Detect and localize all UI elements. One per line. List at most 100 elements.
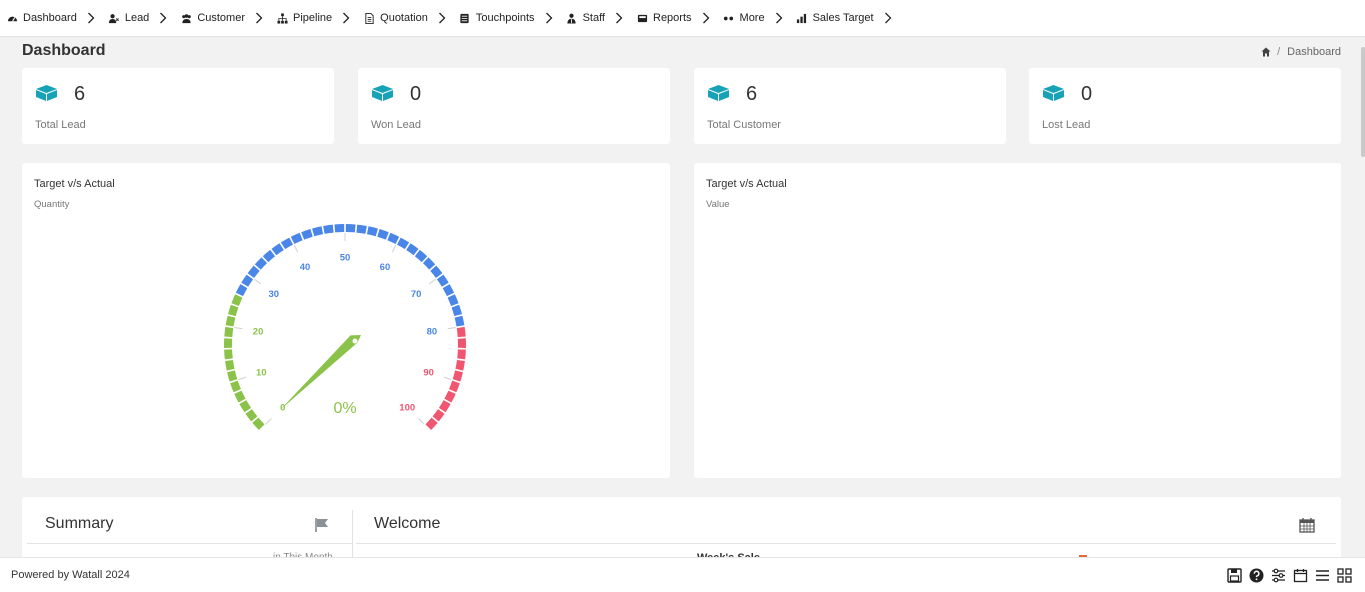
box-icon bbox=[708, 85, 729, 101]
nav-item-reports[interactable]: Reports bbox=[636, 0, 692, 37]
stat-card-total-customer[interactable]: 6 Total Customer bbox=[694, 68, 1006, 144]
grid-icon[interactable] bbox=[1336, 567, 1352, 583]
nav-item-label: Reports bbox=[653, 12, 692, 24]
panel-subtitle: Value bbox=[706, 199, 730, 210]
stat-card-lost-lead[interactable]: 0 Lost Lead bbox=[1029, 68, 1341, 144]
sliders-icon[interactable] bbox=[1270, 567, 1286, 583]
gauge-band-segment bbox=[224, 349, 233, 360]
nav-item-sales-target[interactable]: Sales Target bbox=[796, 0, 874, 37]
gauge-band-segment bbox=[312, 226, 324, 237]
chevron-right-icon[interactable] bbox=[255, 12, 265, 24]
gauge-tick-label: 50 bbox=[340, 253, 351, 264]
scrollbar-thumb[interactable] bbox=[1361, 47, 1365, 157]
gauge-band-segment bbox=[235, 284, 248, 297]
gauge-band-segment bbox=[447, 294, 459, 306]
gauge-tick bbox=[428, 278, 436, 285]
nav-item-dashboard[interactable]: Dashboard bbox=[6, 0, 77, 37]
panel-target-quantity: Target v/s Actual Quantity 0 10 20 30 40 50 60… bbox=[22, 163, 670, 478]
gauge-tick bbox=[391, 244, 397, 253]
nav-item-more[interactable]: More bbox=[723, 0, 765, 37]
nav-item-lead[interactable]: Lead bbox=[108, 0, 149, 37]
gauge-band-segment bbox=[452, 370, 463, 382]
menu-icon[interactable] bbox=[1314, 567, 1330, 583]
chevron-right-icon[interactable] bbox=[702, 12, 712, 24]
gauge-tick-label: 0 bbox=[280, 403, 285, 414]
nav-item-label: Touchpoints bbox=[475, 12, 535, 24]
nav-item-label: Lead bbox=[124, 12, 150, 24]
scrollbar[interactable] bbox=[1361, 37, 1365, 557]
gauge-band-segment bbox=[254, 257, 268, 270]
chevron-right-icon[interactable] bbox=[775, 12, 785, 24]
gauge-band-segment bbox=[245, 409, 258, 422]
gauge-band-segment bbox=[224, 326, 234, 338]
nav-item-label: More bbox=[739, 12, 765, 24]
gauge-band-segment bbox=[225, 315, 236, 327]
gauge-tick-label: 10 bbox=[256, 368, 267, 379]
nav-item-touchpoints[interactable]: Touchpoints bbox=[459, 0, 535, 37]
welcome-title: Welcome bbox=[374, 515, 441, 532]
save-icon[interactable] bbox=[1226, 567, 1242, 583]
breadcrumb: / Dashboard bbox=[1261, 46, 1341, 58]
nav-item-label: Dashboard bbox=[23, 12, 77, 24]
chevron-right-icon[interactable] bbox=[884, 12, 894, 24]
gauge-tick bbox=[443, 376, 452, 381]
gauge-band-segment bbox=[436, 274, 449, 287]
stat-card-total-lead[interactable]: 6 Total Lead bbox=[22, 68, 334, 144]
gauge-tick-label: 20 bbox=[253, 327, 264, 338]
box-icon bbox=[372, 85, 393, 101]
gauge-band-segment bbox=[430, 265, 443, 278]
stat-card-won-lead[interactable]: 0 Won Lead bbox=[358, 68, 670, 144]
gauge-value-label: 0% bbox=[333, 400, 356, 417]
chevron-right-icon[interactable] bbox=[615, 12, 625, 24]
nav-item-pipeline[interactable]: Pipeline bbox=[276, 0, 332, 37]
nav-item-staff[interactable]: Staff bbox=[566, 0, 605, 37]
gauge-band-segment bbox=[457, 338, 466, 348]
home-icon[interactable] bbox=[1261, 47, 1271, 57]
nav-item-quotation[interactable]: Quotation bbox=[363, 0, 428, 37]
bar-chart-icon bbox=[796, 12, 808, 24]
nav-item-customer[interactable]: Customer bbox=[180, 0, 245, 37]
gauge-tick-label: 90 bbox=[423, 368, 434, 379]
stat-value: 6 bbox=[74, 83, 86, 105]
gauge-band-segment bbox=[356, 224, 367, 234]
gauge-band-segment bbox=[377, 229, 389, 240]
gauge-band-segment bbox=[455, 359, 465, 371]
chevron-right-icon[interactable] bbox=[438, 12, 448, 24]
gauge-band-segment bbox=[225, 359, 235, 371]
help-icon[interactable] bbox=[1248, 567, 1264, 583]
nav-item-label: Pipeline bbox=[293, 12, 333, 24]
staff-icon bbox=[566, 12, 578, 24]
footer-toolbar bbox=[1226, 567, 1352, 583]
flag-icon[interactable] bbox=[314, 517, 330, 533]
gauge-band-segment bbox=[239, 400, 252, 413]
gauge-band-segment bbox=[228, 304, 239, 317]
calendar-icon[interactable] bbox=[1299, 517, 1315, 533]
box-icon bbox=[36, 85, 57, 101]
chevron-right-icon[interactable] bbox=[342, 12, 352, 24]
gauge-needle bbox=[279, 335, 361, 411]
gauge-band-segment bbox=[234, 390, 246, 403]
gauge-band-segment bbox=[454, 315, 465, 327]
chevron-right-icon[interactable] bbox=[159, 12, 169, 24]
panel-target-value: Target v/s Actual Value bbox=[694, 163, 1341, 478]
gauge-tick-label: 40 bbox=[300, 262, 311, 273]
divider bbox=[356, 543, 1336, 544]
gauge-band-segment bbox=[252, 417, 265, 430]
gauge-tick-label: 100 bbox=[399, 403, 415, 414]
chevron-right-icon[interactable] bbox=[545, 12, 555, 24]
divider bbox=[27, 543, 352, 544]
dots-icon bbox=[723, 12, 735, 24]
chevron-right-icon[interactable] bbox=[87, 12, 97, 24]
gauge-band-segment bbox=[241, 274, 254, 287]
gauge-band-segment bbox=[457, 349, 466, 360]
gauge-tick bbox=[238, 376, 247, 381]
document-icon bbox=[363, 12, 375, 24]
gauge-band-segment bbox=[280, 237, 293, 250]
gauge-band-segment bbox=[456, 326, 466, 338]
gauge-band-segment bbox=[387, 232, 400, 244]
footer-text: Powered by Watall 2024 bbox=[11, 569, 130, 581]
gauge-band-segment bbox=[223, 338, 233, 348]
gauge-band-segment bbox=[262, 249, 276, 263]
calendar-icon[interactable] bbox=[1292, 567, 1308, 583]
gauge-band-segment bbox=[271, 243, 284, 256]
